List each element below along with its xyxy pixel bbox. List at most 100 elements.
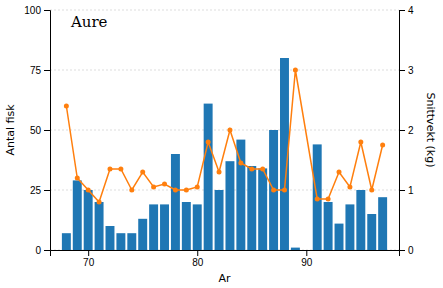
y-tick-label: 50 xyxy=(30,125,42,136)
bar xyxy=(106,226,115,250)
y-tick: 100 xyxy=(24,5,50,16)
y-tick-mark xyxy=(44,130,50,131)
bar-series xyxy=(62,58,387,250)
y2-tick-label: 0 xyxy=(408,245,414,256)
marker xyxy=(129,188,134,193)
plot: 708090025507510001234ArAntal fiskSnittve… xyxy=(4,5,437,285)
y2-tick-label: 3 xyxy=(408,65,414,76)
y2-axis-title: Snittvekt (kg) xyxy=(424,92,437,167)
marker xyxy=(238,161,243,166)
marker xyxy=(107,167,112,172)
y2-tick-mark xyxy=(399,250,405,251)
bar xyxy=(378,197,387,250)
grid-line xyxy=(50,130,399,131)
x-tick: 70 xyxy=(83,250,95,268)
bar xyxy=(335,224,344,250)
marker xyxy=(315,197,320,202)
marker xyxy=(173,188,178,193)
bar xyxy=(73,180,82,250)
bar xyxy=(236,140,245,250)
y2-tick: 3 xyxy=(399,65,414,76)
x-tick: 80 xyxy=(192,250,204,268)
marker xyxy=(358,140,363,145)
bar xyxy=(149,204,158,250)
bar xyxy=(367,214,376,250)
bar xyxy=(171,154,180,250)
y-tick: 75 xyxy=(30,65,50,76)
bar xyxy=(258,168,267,250)
x-tick: 90 xyxy=(301,250,313,268)
marker xyxy=(271,188,276,193)
bar xyxy=(356,190,365,250)
x-tick-mark xyxy=(88,250,89,256)
bar xyxy=(95,202,104,250)
marker xyxy=(140,170,145,175)
bar xyxy=(127,233,136,250)
x-tick-label: 80 xyxy=(192,257,204,268)
y-tick: 50 xyxy=(30,125,50,136)
marker xyxy=(369,188,374,193)
x-axis-line xyxy=(51,251,400,257)
bar xyxy=(160,204,169,250)
marker xyxy=(195,185,200,190)
bar xyxy=(345,204,354,250)
y2-tick-mark xyxy=(399,10,405,11)
grid xyxy=(50,10,399,250)
y-axis-line xyxy=(44,11,51,251)
marker xyxy=(293,68,298,73)
y-tick: 25 xyxy=(30,185,50,196)
bar xyxy=(204,104,213,250)
y-tick-label: 25 xyxy=(30,185,42,196)
marker xyxy=(118,167,123,172)
y-tick-label: 75 xyxy=(30,65,42,76)
y-tick-label: 100 xyxy=(24,5,41,16)
y2-axis: 01234 xyxy=(399,5,414,256)
y-axis: 0 25 50 75 100 xyxy=(24,5,50,256)
bar xyxy=(116,233,125,250)
y2-tick-label: 2 xyxy=(408,125,414,136)
bar xyxy=(138,219,147,250)
x-tick-label: 70 xyxy=(83,257,95,268)
y2-tick-mark xyxy=(399,70,405,71)
bar xyxy=(193,204,202,250)
chart: 708090025507510001234ArAntal fiskSnittve… xyxy=(0,0,443,288)
bar xyxy=(62,233,71,250)
line xyxy=(66,70,382,202)
bar xyxy=(182,202,191,250)
y2-tick-mark xyxy=(399,130,405,131)
grid-line xyxy=(50,70,399,71)
y-tick-mark xyxy=(44,250,50,251)
marker xyxy=(227,128,232,133)
marker xyxy=(64,104,69,109)
marks xyxy=(62,58,387,250)
marker xyxy=(217,170,222,175)
y-tick: 0 xyxy=(35,245,50,256)
y-tick-mark xyxy=(44,10,50,11)
bar xyxy=(84,190,93,250)
y2-tick: 0 xyxy=(399,245,414,256)
bar xyxy=(247,166,256,250)
marker xyxy=(326,197,331,202)
marker xyxy=(347,185,352,190)
marker xyxy=(97,200,102,205)
y2-tick: 1 xyxy=(399,185,414,196)
y2-tick-label: 1 xyxy=(408,185,414,196)
bar xyxy=(291,248,300,250)
y-axis-title: Antal fisk xyxy=(4,104,17,156)
y-tick-label: 0 xyxy=(35,245,41,256)
y2-axis-line xyxy=(400,11,406,251)
x-tick-mark xyxy=(197,250,198,256)
marker xyxy=(249,167,254,172)
y-tick-mark xyxy=(44,190,50,191)
marker xyxy=(260,167,265,172)
marker xyxy=(184,188,189,193)
marker xyxy=(162,182,167,187)
marker xyxy=(380,143,385,148)
x-tick-label: 90 xyxy=(301,257,313,268)
bar xyxy=(313,144,322,250)
bar xyxy=(324,202,333,250)
line-series xyxy=(64,68,385,205)
x-tick-mark xyxy=(306,250,307,256)
marker xyxy=(75,176,80,181)
y-tick-mark xyxy=(44,70,50,71)
